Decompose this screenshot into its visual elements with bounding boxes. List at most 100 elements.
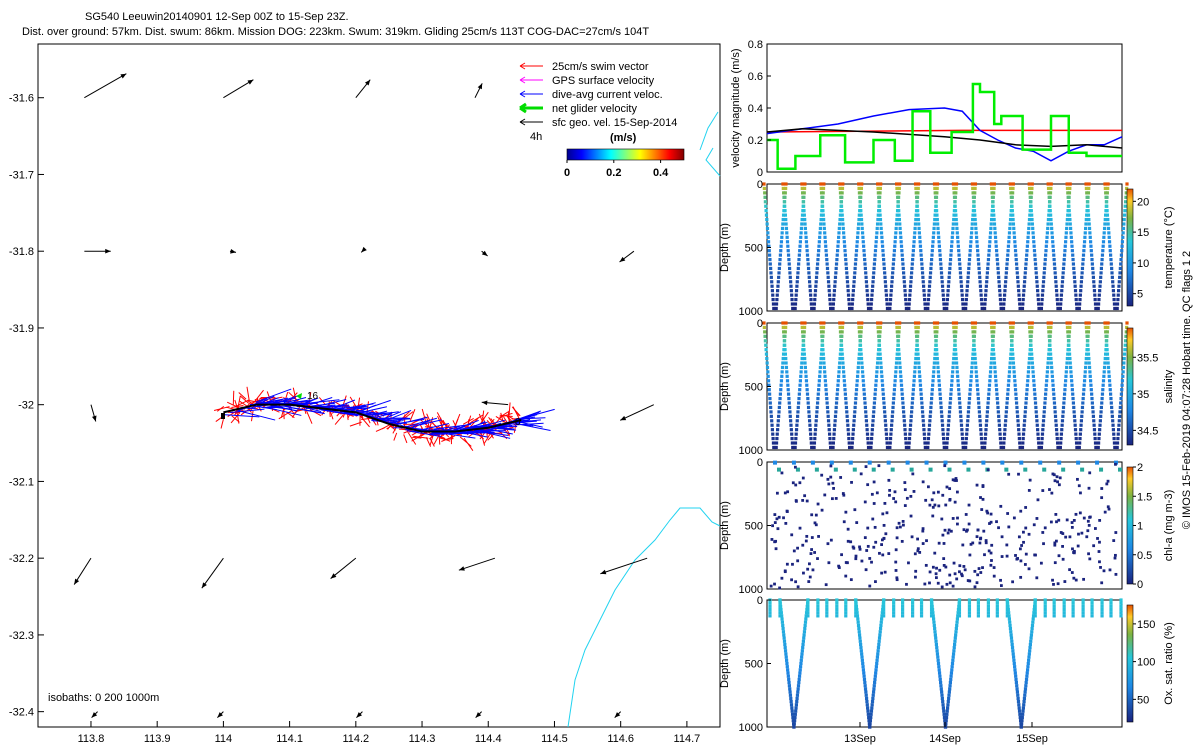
swim-vector — [349, 421, 362, 427]
map-cbar-tick-label-1: 0.2 — [606, 167, 621, 179]
map-legend: 25cm/s swim vector GPS surface velocity … — [519, 61, 685, 179]
dac-vector — [255, 388, 292, 403]
map-xtick-label-8: 114.6 — [607, 733, 634, 745]
profile-colorbar-0 — [1126, 188, 1134, 307]
profile-ytick-label-3-1: 500 — [745, 659, 763, 671]
map-xtick-label-7: 114.5 — [541, 733, 568, 745]
legend-label-net: net glider velocity — [552, 103, 637, 115]
legend-item-net: net glider velocity — [519, 102, 637, 115]
swim-vector — [463, 437, 474, 451]
swim-vector — [292, 387, 297, 402]
swim-vector — [487, 432, 496, 441]
dac-vector — [510, 411, 540, 423]
swim-vector — [230, 412, 241, 424]
swim-vector — [511, 406, 520, 417]
profile-ytick-label-0-1: 500 — [745, 243, 763, 255]
dac-vector — [405, 417, 438, 428]
sfc-arrow-20 — [475, 711, 482, 719]
swim-vector — [508, 402, 511, 416]
colorbar-unit: (m/s) — [610, 132, 637, 144]
track-start-marker — [221, 413, 225, 419]
profile-cbar-label-1: salinity — [1163, 369, 1175, 403]
profile-ylabel-2: Depth (m) — [719, 501, 731, 550]
dac-vector — [379, 411, 402, 422]
time-tick-label-1: 14Sep — [929, 733, 961, 745]
dac-vector — [409, 420, 430, 429]
velocity-series-black — [766, 128, 1123, 149]
dac-vector — [341, 405, 366, 414]
glider-track — [213, 386, 555, 451]
legend-label-gps: GPS surface velocity — [552, 75, 655, 87]
velocity-series-green — [767, 82, 1122, 171]
swim-vector — [234, 399, 249, 408]
swim-vector — [459, 436, 472, 447]
isobath-line-top2 — [705, 147, 721, 177]
swim-vector — [436, 412, 445, 426]
legend-item-sfc: sfc geo. vel. 15-Sep-2014 — [519, 117, 677, 129]
profile-colorbar-2 — [1126, 466, 1134, 585]
swim-vector — [359, 414, 370, 428]
map-ytick-label-6: -32.2 — [9, 553, 34, 565]
sfc-arrow-16 — [600, 557, 648, 575]
profile-ytick-label-0-2: 1000 — [739, 306, 763, 318]
dac-vector — [313, 399, 347, 408]
legend-item-dac: dive-avg current veloc. — [519, 89, 663, 101]
map-panel: 113.8 113.9 114 114.1 114.2 114.3 114.4 114.5 11… — [9, 43, 721, 745]
swim-vector — [247, 400, 255, 406]
velocity-ticks: 0 0.2 0.4 0.6 0.8 — [748, 39, 771, 179]
sfc-arrow-21 — [614, 711, 622, 719]
map-ytick-label-3: -31.9 — [9, 323, 34, 335]
sfc-arrow-7 — [481, 250, 488, 257]
time-axis-ticks: 13Sep 14Sep 15Sep — [844, 722, 1048, 745]
dac-vector — [311, 402, 335, 407]
swim-vector — [220, 418, 224, 429]
legend-label-sfc: sfc geo. vel. 15-Sep-2014 — [552, 117, 677, 129]
profile-ytick-label-3-2: 1000 — [739, 722, 763, 734]
sfc-arrow-2 — [355, 79, 371, 99]
velocity-ytick-label-1: 0.2 — [748, 135, 763, 147]
dac-vector — [271, 395, 297, 405]
profile-ytick-label-2-1: 500 — [745, 521, 763, 533]
profile-cbar-tick-label-2-4: 2 — [1137, 462, 1143, 474]
map-cbar-tick-label-0: 0 — [564, 167, 570, 179]
map-cbar-tick-label-2: 0.4 — [653, 167, 669, 179]
swim-vector — [429, 437, 435, 447]
map-ytick-label-7: -32.3 — [9, 630, 34, 642]
dac-vector — [237, 409, 276, 421]
map-frame — [37, 43, 721, 728]
profile-cbar-tick-label-0-3: 20 — [1137, 196, 1149, 208]
track-label-start: 16 — [307, 391, 319, 402]
profile-ytick-label-3-0: 0 — [757, 595, 763, 607]
isobath-layer — [567, 111, 721, 728]
profile-ytick-label-2-2: 1000 — [739, 584, 763, 596]
profile-cbar-label-3: Ox. sat. ratio (%) — [1163, 622, 1175, 705]
profile-panel-0: 0 500 1000 Depth (m) 5 10 15 20 temperature (°C) — [719, 179, 1175, 318]
swim-vector — [413, 435, 429, 439]
sfc-arrow-6 — [360, 246, 367, 253]
profile-points-0 — [762, 182, 1129, 311]
dac-vector — [372, 411, 399, 416]
profile-points-1 — [762, 321, 1129, 450]
profile-ytick-label-2-0: 0 — [757, 457, 763, 469]
map-ytick-label-5: -32.1 — [9, 476, 34, 488]
sfc-velocity-arrows — [73, 73, 654, 719]
profile-ylabel-3: Depth (m) — [719, 639, 731, 688]
sfc-arrow-14 — [330, 557, 357, 579]
dac-vector — [264, 406, 302, 416]
time-tick-label-0: 13Sep — [844, 733, 876, 745]
map-xtick-label-0: 113.8 — [78, 733, 105, 745]
velocity-series-blue — [766, 107, 1123, 162]
map-ytick-label-0: -31.6 — [9, 93, 34, 105]
sfc-arrow-8 — [619, 250, 635, 263]
sfc-arrow-11 — [619, 404, 654, 421]
sfc-arrow-3 — [474, 83, 483, 98]
dac-vector — [287, 400, 312, 404]
velocity-ytick-label-2: 0.4 — [748, 103, 763, 115]
map-ytick-label-4: -32 — [18, 400, 34, 412]
velocity-ytick-label-0: 0 — [757, 167, 763, 179]
legend-label-swim: 25cm/s swim vector — [552, 61, 649, 73]
swim-vector — [480, 411, 489, 424]
profile-cbar-tick-label-0-2: 15 — [1137, 227, 1149, 239]
